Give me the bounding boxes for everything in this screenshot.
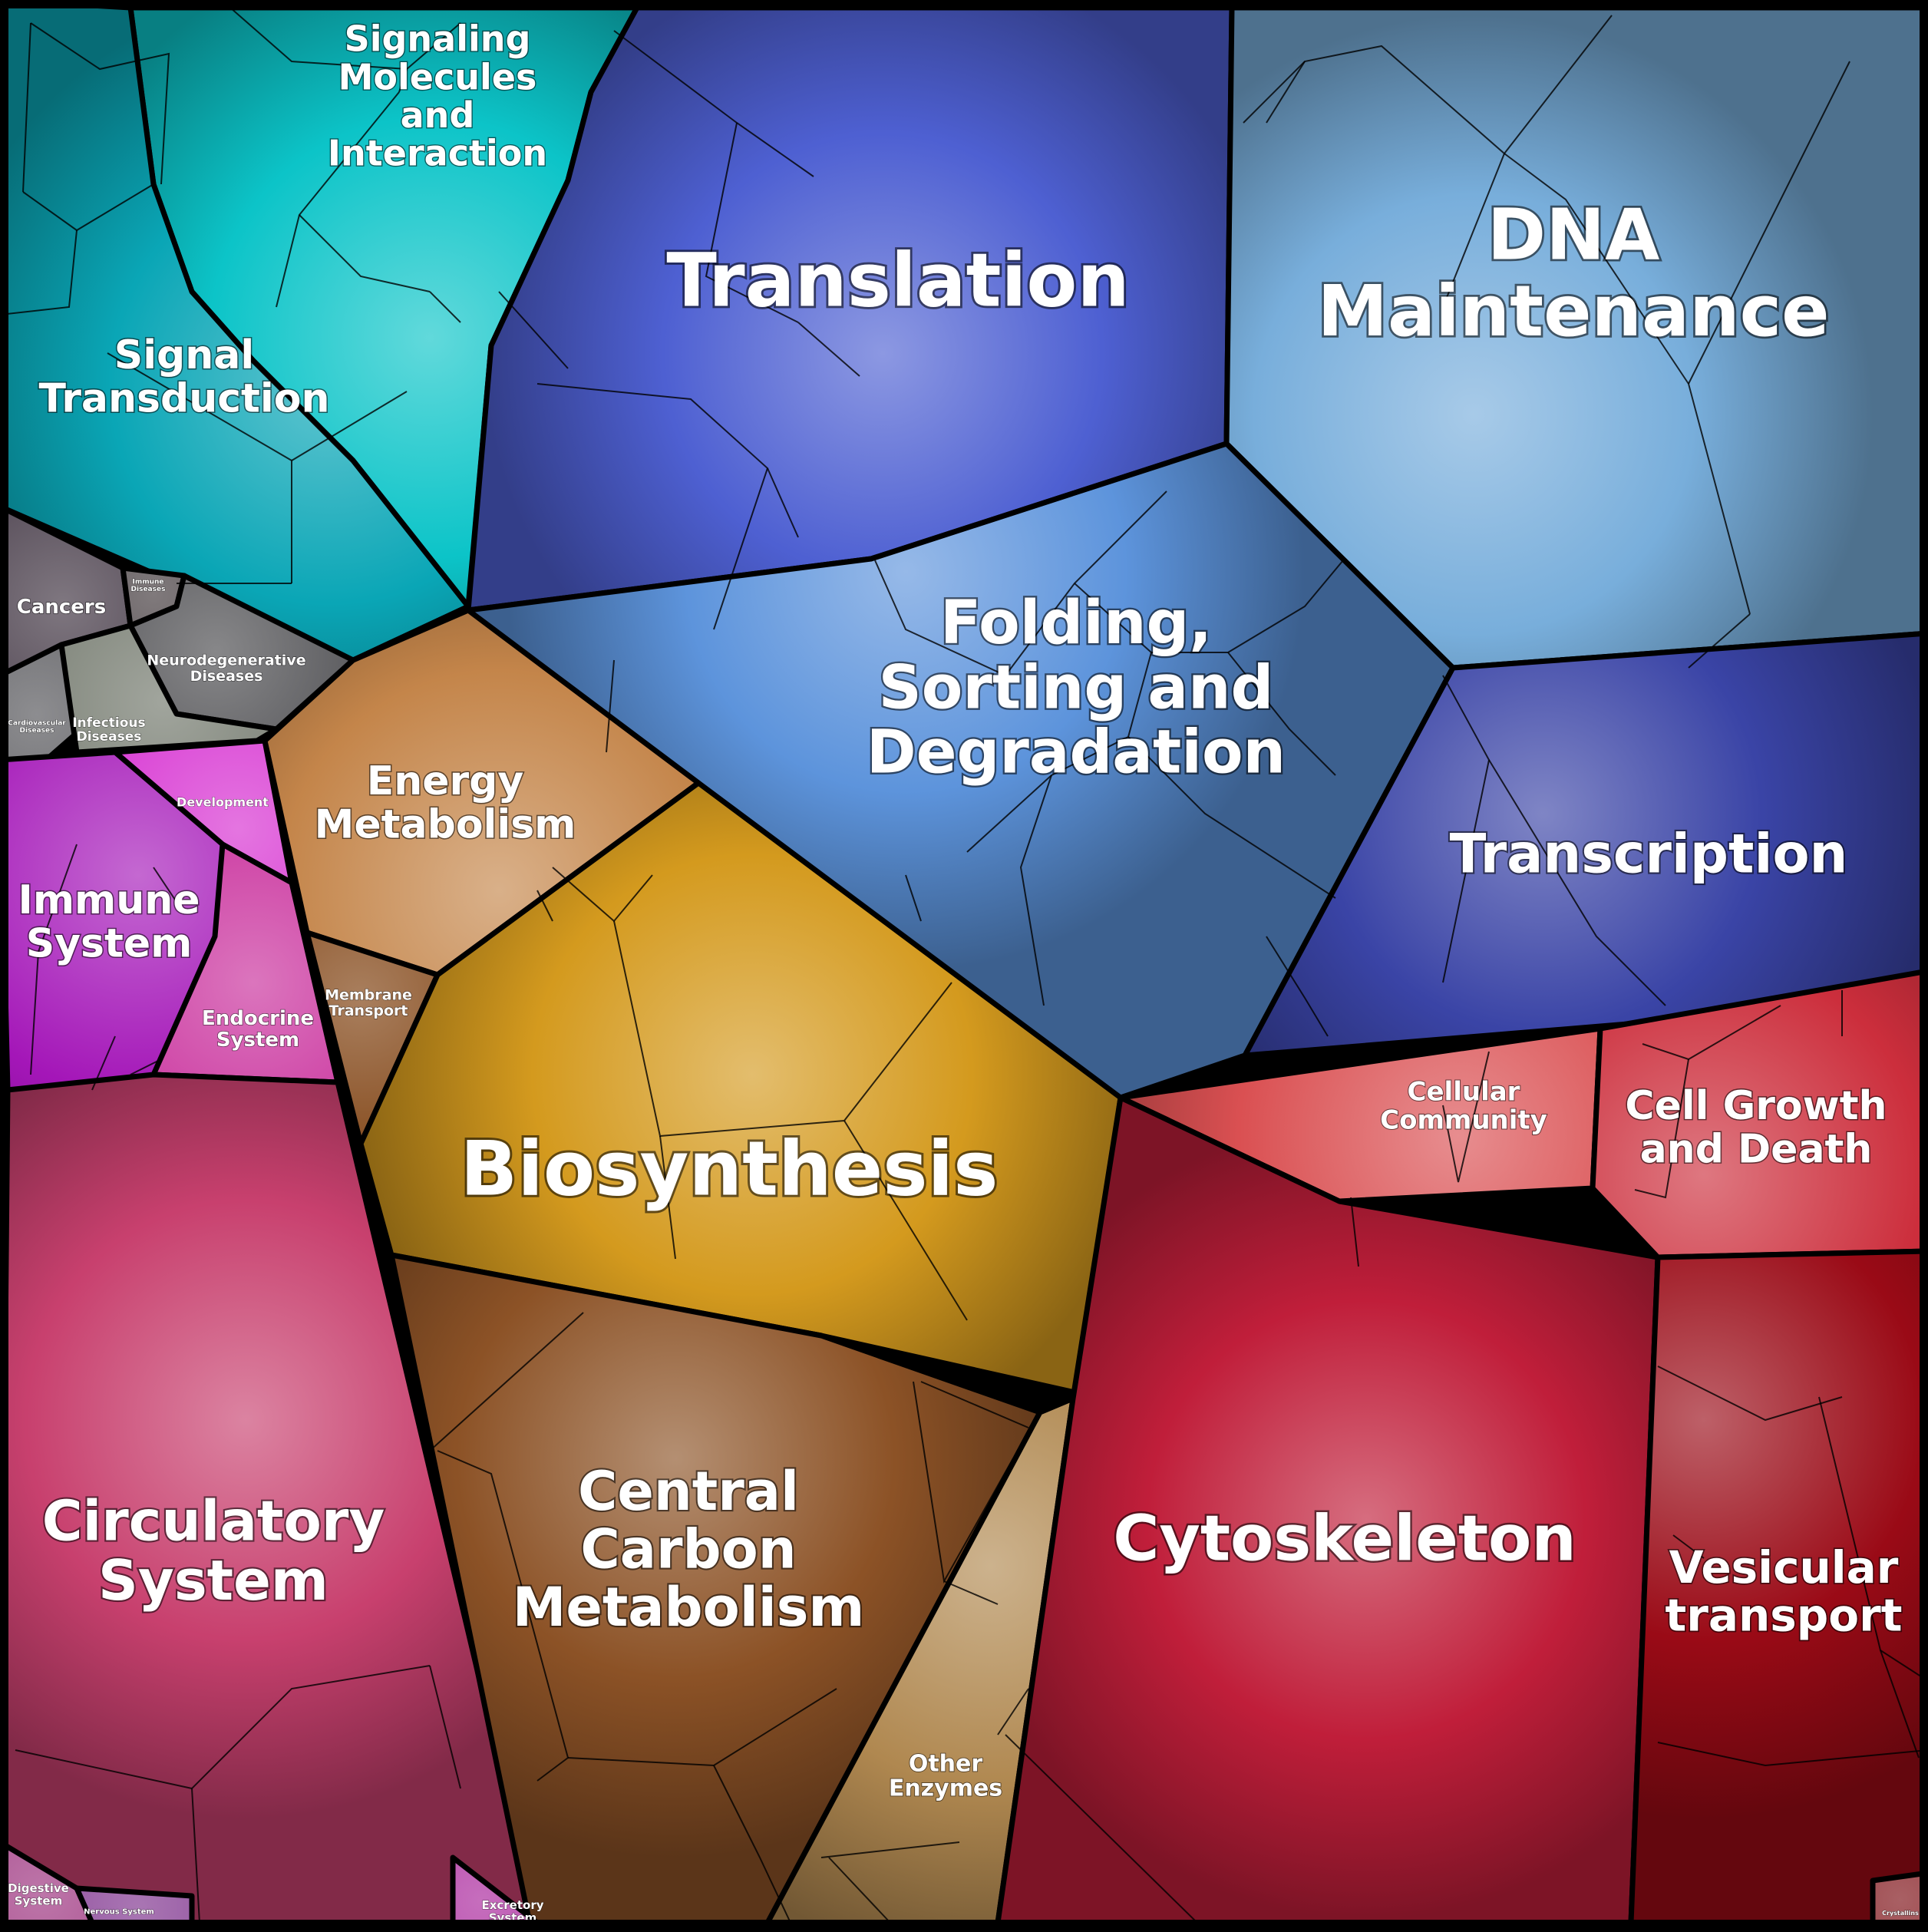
subcell-border — [905, 874, 922, 922]
subcell-border — [429, 291, 461, 323]
subcell-border — [767, 467, 799, 538]
signaling-molecules-label: Signaling Molecules and Interaction — [328, 18, 547, 174]
crystallins-cell — [1870, 1870, 1928, 1926]
crystallins-label: Crystallins — [1882, 1910, 1919, 1917]
subcell-border — [1672, 1534, 1705, 1559]
subcell-border — [966, 652, 1152, 853]
cytoskeleton-label: Cytoskeleton — [1113, 1503, 1576, 1576]
subcell-border — [1127, 736, 1336, 899]
dna-maintenance-label: DNA Maintenance — [1317, 194, 1829, 352]
subcell-border — [1442, 153, 1505, 308]
subcell-border — [920, 1381, 1029, 1428]
cardiovascular-diseases-label: Cardiovascular Diseases — [8, 719, 66, 735]
subcell-border — [536, 890, 553, 922]
vesicular-transport-label: Vesicular transport — [1666, 1541, 1903, 1642]
subcell-border — [1227, 652, 1336, 776]
subcell-border — [0, 230, 78, 315]
circulatory-system-label: Circulatory System — [42, 1488, 385, 1613]
digestive-system-label: Digestive System — [8, 1881, 69, 1907]
central-carbon-metabolism-label: Central Carbon Metabolism — [513, 1460, 865, 1639]
cell-growth-death-label: Cell Growth and Death — [1625, 1083, 1887, 1172]
biosynthesis-label: Biosynthesis — [461, 1125, 999, 1213]
vesicular-transport-cell — [1628, 1248, 1928, 1926]
subcell-border — [437, 1450, 569, 1782]
endocrine-system-label: Endocrine System — [202, 1007, 314, 1052]
subcell-border — [30, 22, 170, 185]
subcell-border — [1657, 1366, 1843, 1422]
subcell-border — [844, 1120, 968, 1321]
subcell-border — [299, 214, 431, 292]
immune-diseases-label: Immune Diseases — [131, 578, 166, 593]
subcell-border — [1488, 759, 1666, 1006]
subcell-border — [191, 1788, 200, 1924]
subcell-border — [429, 1665, 461, 1789]
signal-transduction-label: Signal Transduction — [39, 332, 330, 421]
cardiovascular-diseases-cell — [0, 642, 80, 763]
subcell-border — [22, 22, 31, 193]
subcell-border — [705, 122, 799, 323]
subcell-border — [1350, 1197, 1359, 1267]
subcell-border — [613, 920, 952, 1138]
nervous-system-cell — [74, 1885, 195, 1926]
subcell-border — [1880, 1650, 1920, 1759]
subcell-border — [874, 490, 1167, 677]
translation-label: Translation — [666, 238, 1129, 324]
cellular-community-label: Cellular Community — [1380, 1077, 1547, 1136]
subcell-border — [30, 844, 78, 1075]
subcell-border — [1005, 1734, 1198, 1924]
subcell-border — [1442, 1051, 1490, 1183]
folding-sorting-label: Folding, Sorting and Degradation — [867, 589, 1286, 787]
subcell-border — [1688, 613, 1751, 669]
infectious-diseases-label: Infectious Diseases — [72, 715, 145, 745]
subcell-border — [828, 1857, 891, 1924]
energy-metabolism-label: Energy Metabolism — [315, 758, 576, 847]
subcell-border — [606, 659, 615, 753]
cancers-label: Cancers — [17, 596, 106, 619]
subcell-border — [659, 1135, 676, 1260]
subcell-border — [153, 867, 185, 914]
subcell-border — [1019, 774, 1052, 1006]
other-enzymes-label: Other Enzymes — [889, 1750, 1002, 1802]
subcell-border — [1657, 1742, 1928, 1767]
biosynthesis-cell — [358, 780, 1124, 1396]
subcell-border — [15, 1665, 431, 1790]
subcell-border — [498, 291, 569, 369]
subcell-border — [713, 1765, 791, 1924]
subcell-border — [1266, 936, 1329, 1037]
subcell-border — [997, 1688, 1029, 1735]
subcell-border — [1634, 1058, 1689, 1199]
development-label: Development — [177, 795, 269, 810]
subcell-border — [1266, 61, 1306, 124]
subcell-border — [943, 1580, 999, 1605]
subcell-border — [797, 322, 860, 377]
neurodegenerative-diseases-label: Neurodegenerative Diseases — [147, 652, 305, 685]
subcell-border — [91, 1035, 116, 1091]
membrane-transport-label: Membrane Transport — [325, 986, 412, 1019]
subcell-border — [536, 383, 769, 630]
subcell-border — [1688, 61, 1850, 385]
immune-system-label: Immune System — [18, 877, 200, 966]
nervous-system-label: Nervous System — [84, 1908, 154, 1917]
subcell-border — [1504, 153, 1751, 615]
subcell-border — [1243, 15, 1613, 155]
transcription-label: Transcription — [1450, 823, 1848, 886]
subcell-border — [291, 391, 408, 461]
subcell-border — [229, 7, 461, 71]
subcell-border — [130, 1058, 162, 1075]
subcell-border — [429, 1312, 584, 1451]
subcell-border — [820, 1841, 960, 1858]
subcell-border — [398, 68, 408, 93]
